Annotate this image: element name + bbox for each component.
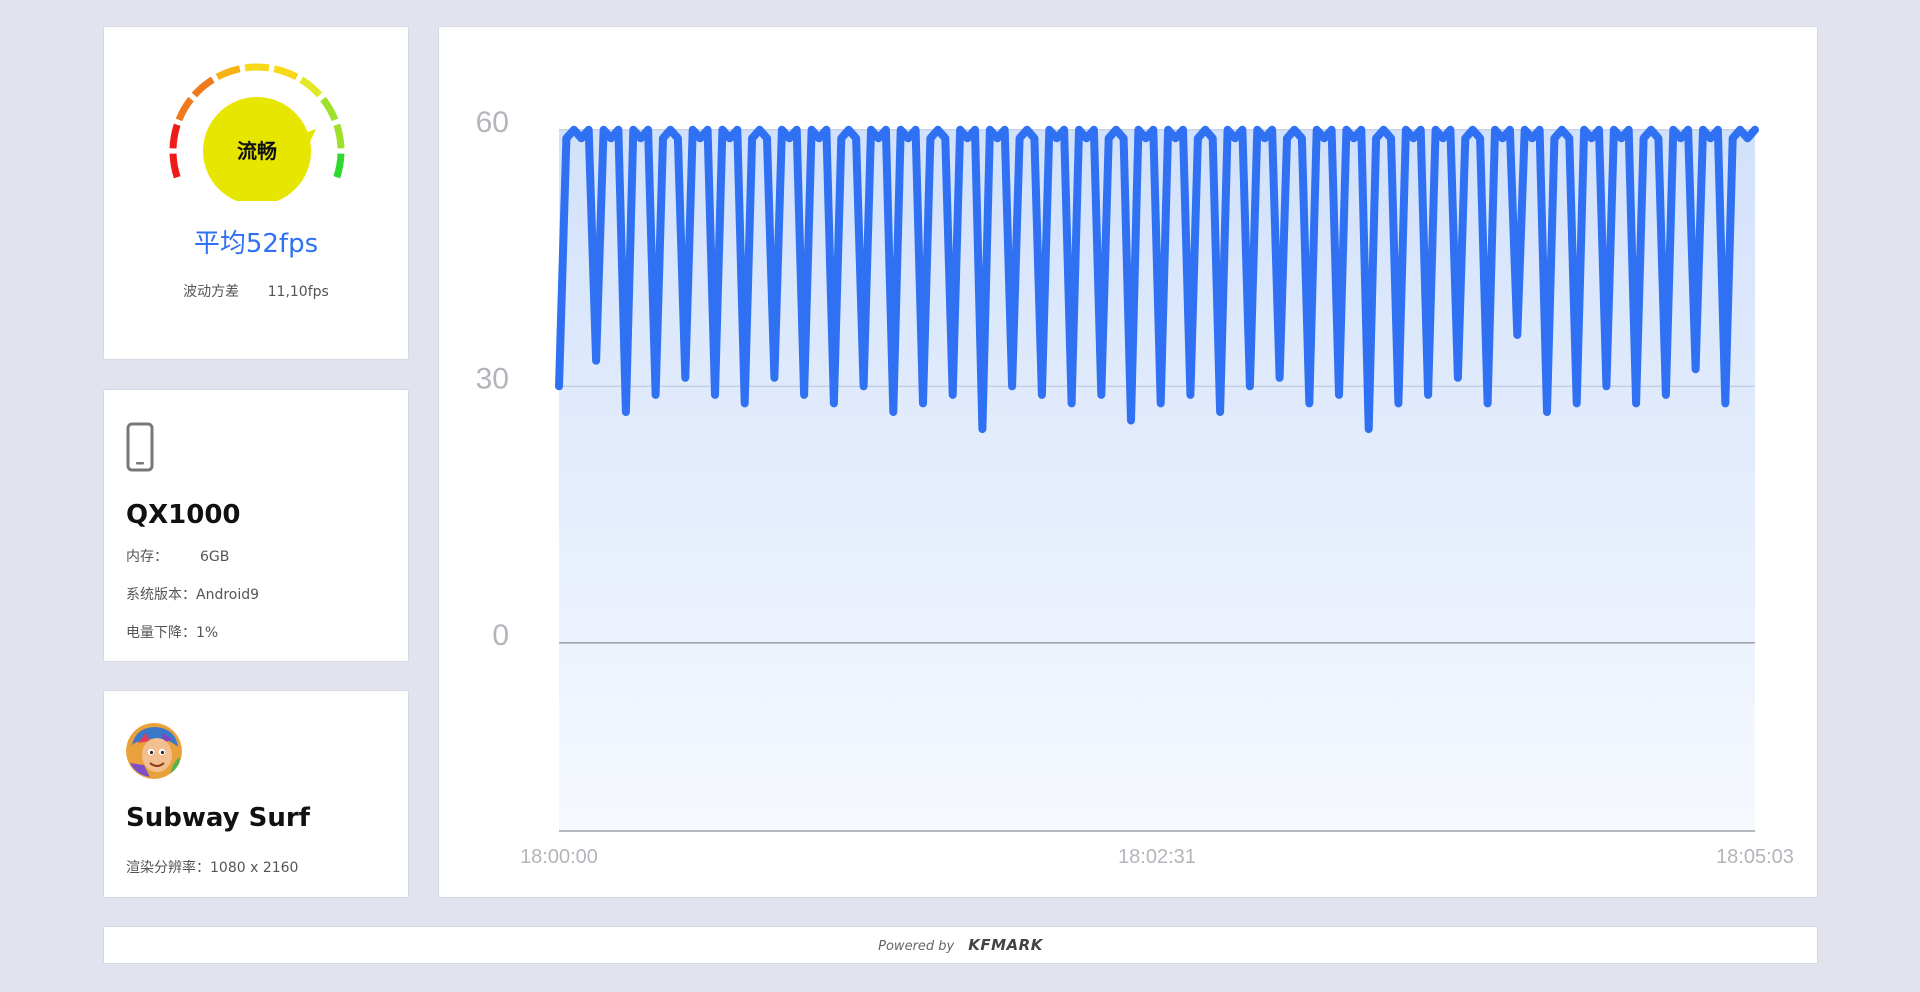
memory-value: 6GB xyxy=(200,549,230,565)
brand-logo: KFMARK xyxy=(968,936,1043,954)
y-tick-label: 60 xyxy=(476,106,509,139)
battery-value: 1% xyxy=(196,625,219,641)
gauge-arc-segment xyxy=(169,153,181,179)
gauge-arc-segment xyxy=(169,123,181,149)
gauge-arc-segment xyxy=(320,96,339,122)
app-name: Subway Surf xyxy=(126,803,310,833)
fps-series-line xyxy=(555,125,1759,434)
resolution-value: 1080 x 2160 xyxy=(210,860,299,876)
render-resolution: 渲染分辨率：1080 x 2160 xyxy=(126,857,298,877)
device-battery-drop: 电量下降：1% xyxy=(126,622,218,642)
gauge-arc-segment xyxy=(273,65,299,81)
variance-value: 11,10fps xyxy=(267,284,329,300)
device-os-version: 系统版本：Android9 xyxy=(126,584,259,604)
fps-variance: 波动方差 11,10fps xyxy=(104,281,408,301)
gauge-arc-segment xyxy=(215,65,241,81)
device-info-card: QX1000 内存： 6GB 系统版本：Android9 电量下降：1% xyxy=(103,389,409,662)
app-avatar xyxy=(126,723,182,779)
resolution-label: 渲染分辨率： xyxy=(126,860,210,876)
fps-gauge: 流畅 xyxy=(169,63,345,201)
y-tick-label: 0 xyxy=(492,619,509,652)
gauge-arc-segment xyxy=(175,96,194,122)
device-memory: 内存： 6GB xyxy=(126,546,229,566)
gauge-center xyxy=(203,97,311,201)
fps-chart: 60 30 0 18:00:00 18:02:31 18:05:03 xyxy=(476,106,1794,868)
x-tick-label: 18:00:00 xyxy=(520,846,598,868)
gauge-arc-segment xyxy=(333,153,345,179)
gauge-arc-segment xyxy=(244,63,270,72)
y-tick-label: 30 xyxy=(476,362,509,395)
device-name: QX1000 xyxy=(126,500,241,530)
gauge-arc-segment xyxy=(299,76,323,98)
average-fps: 平均52fps xyxy=(193,229,319,259)
memory-label: 内存： xyxy=(126,549,168,565)
gauge-arc-segment xyxy=(333,123,345,149)
fps-chart-card: 60 30 0 18:00:00 18:02:31 18:05:03 xyxy=(438,26,1818,898)
os-label: 系统版本： xyxy=(126,587,196,603)
os-value: Android9 xyxy=(196,587,260,603)
x-tick-label: 18:05:03 xyxy=(1716,846,1794,868)
gauge-status-label: 流畅 xyxy=(237,139,277,163)
footer: Powered by KFMARK xyxy=(103,926,1818,964)
app-info-card: Subway Surf 渲染分辨率：1080 x 2160 xyxy=(103,690,409,898)
battery-label: 电量下降： xyxy=(126,625,196,641)
gauge-arc-segment xyxy=(191,76,215,98)
x-tick-label: 18:02:31 xyxy=(1118,846,1196,868)
phone-icon xyxy=(126,422,154,472)
variance-label: 波动方差 xyxy=(183,284,240,300)
fps-gauge-card: 流畅 平均52fps 波动方差 11,10fps xyxy=(103,26,409,360)
powered-by-text: Powered by xyxy=(878,939,955,954)
